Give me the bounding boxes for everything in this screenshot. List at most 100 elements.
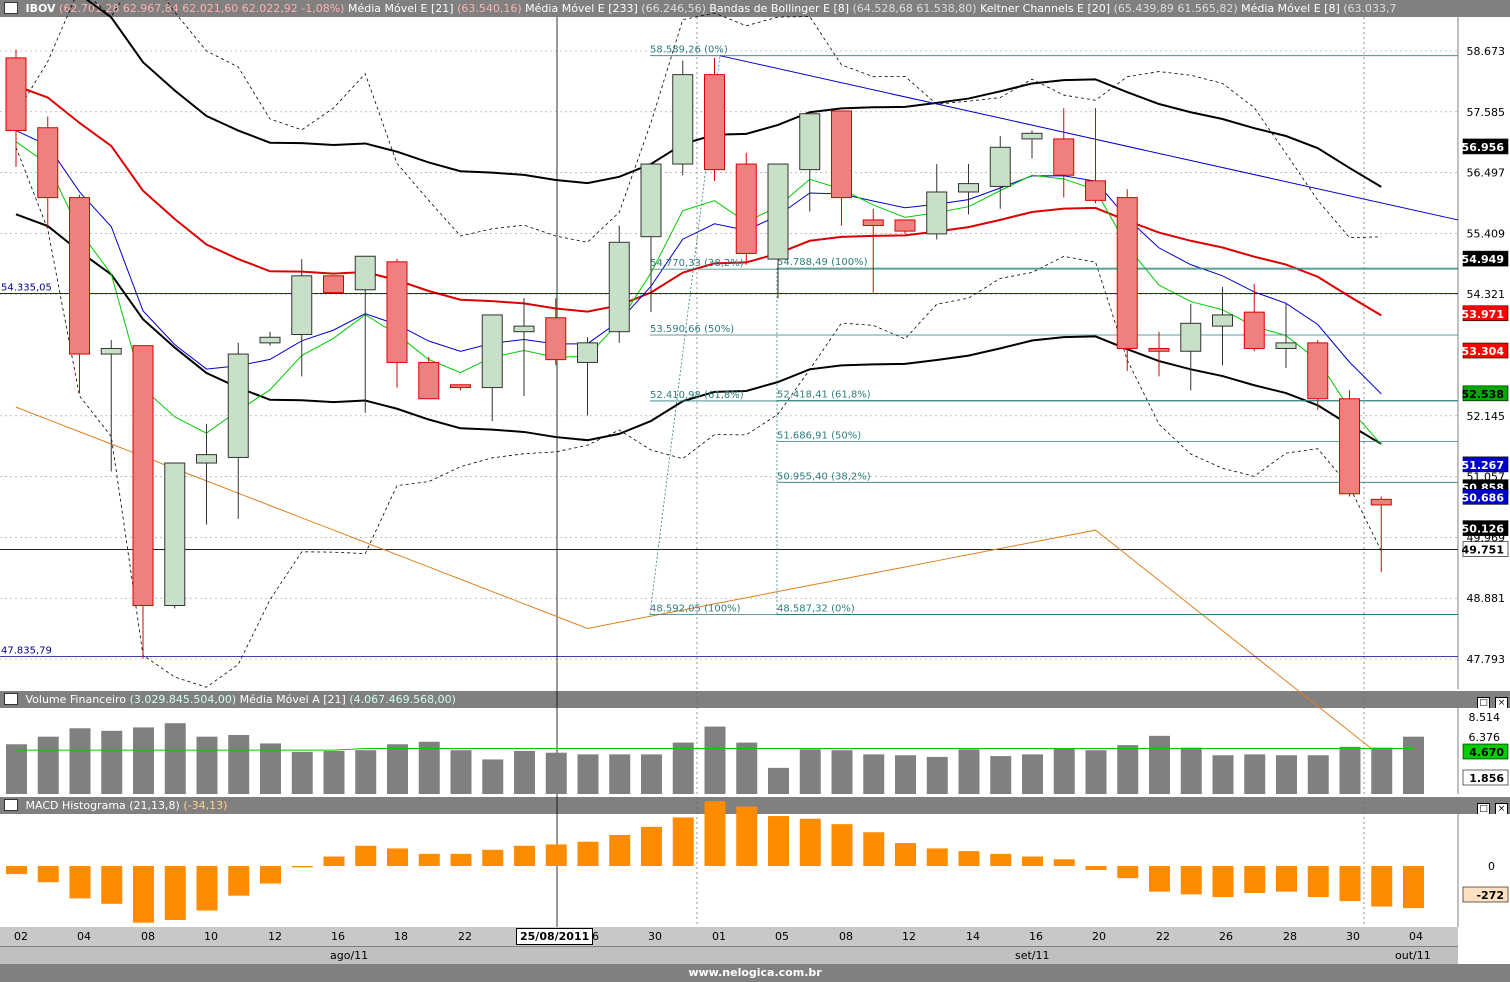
keltner-upper-line — [85, 0, 1382, 188]
price-badge-box — [1462, 520, 1509, 536]
volume-bar — [1276, 755, 1297, 794]
candle-body — [323, 275, 344, 294]
horizontal-level-label: 54.335,05 — [1, 282, 52, 293]
price-badge: 49.751 — [1462, 544, 1504, 557]
candle-body — [1116, 197, 1138, 349]
candle-body — [386, 261, 408, 363]
panel-icon — [4, 799, 18, 811]
volume-bar — [609, 754, 631, 794]
close-icon[interactable]: × — [1495, 697, 1508, 708]
macd-bar — [958, 851, 980, 866]
macd-bar — [355, 845, 377, 866]
price-badge-box — [1462, 489, 1509, 505]
macd-bar — [1117, 866, 1139, 879]
macd-bar — [101, 866, 123, 904]
cursor-date-label: 25/08/2011 — [516, 928, 594, 945]
fib-label: 48.587,32 (0%) — [777, 604, 855, 615]
price-axis-label: 54.321 — [1467, 288, 1506, 301]
x-axis-label: 10 — [204, 930, 218, 943]
candle-body — [69, 197, 90, 355]
x-axis-label: 22 — [1156, 930, 1170, 943]
volume-bar — [355, 750, 377, 794]
volume-badge: 4.670 — [1469, 746, 1504, 759]
macd-bar — [260, 866, 281, 884]
x-axis-label: 20 — [1092, 930, 1106, 943]
panel-icon — [4, 693, 18, 705]
price-axis-label: 56.497 — [1467, 167, 1506, 180]
volume-name: Volume Financeiro — [25, 693, 127, 706]
volume-bar — [704, 726, 726, 794]
volume-bar — [260, 743, 281, 794]
fib-label: 52.410,98 (61,8%) — [650, 390, 744, 401]
price-badge-box — [1462, 138, 1509, 155]
chart-canvas[interactable]: 54.335,05 47.835,79 58.589,26 (0%) 54.770,3… — [0, 0, 1510, 927]
ind1-val: (63.540,16) — [457, 2, 522, 15]
macd-bar — [609, 834, 631, 866]
candle-body — [100, 347, 122, 355]
volume-bar — [1022, 754, 1043, 794]
candle-body — [767, 163, 789, 260]
candle-body — [1339, 398, 1360, 495]
volume-bar — [196, 736, 218, 794]
price-axis-label: 52.145 — [1467, 410, 1506, 423]
volume-bar — [164, 723, 186, 794]
price-badge: 56.956 — [1462, 141, 1505, 154]
maximize-icon[interactable]: □ — [1477, 697, 1490, 708]
macd-bar — [704, 801, 726, 866]
price-badge-box — [1462, 250, 1509, 267]
price-axis-label: 55.409 — [1467, 227, 1506, 240]
macd-bar — [69, 866, 91, 899]
macd-bar — [1403, 866, 1424, 909]
candle-body — [958, 183, 979, 193]
volume-bar — [545, 752, 567, 794]
macd-bar — [990, 853, 1012, 866]
macd-bar — [1307, 866, 1329, 898]
candle-body — [704, 74, 725, 171]
x-axis-label: 04 — [1409, 930, 1423, 943]
fib-label: 51.686,91 (50%) — [777, 430, 861, 441]
symbol-label: IBOV — [25, 2, 56, 15]
fib-label: 50.955,40 (38,2%) — [777, 471, 871, 482]
candle-body — [481, 314, 503, 389]
volume-bar — [768, 767, 789, 794]
volume-panel-title: Volume Financeiro (3.029.845.504,00) Méd… — [0, 691, 1510, 708]
close-icon[interactable]: × — [1495, 803, 1508, 814]
macd-bar — [291, 866, 313, 868]
macd-bar — [863, 832, 885, 866]
volume-bar — [1117, 745, 1139, 794]
macd-bar — [6, 866, 27, 875]
volume-bar — [514, 751, 535, 794]
candle-body — [291, 275, 313, 335]
macd-bar — [831, 824, 853, 866]
volume-ma-line — [16, 747, 1413, 751]
macd-bar — [228, 866, 250, 896]
ind5-val: (63.033,7 — [1343, 2, 1397, 15]
macd-bar — [323, 856, 345, 866]
candle-body — [831, 110, 852, 199]
macd-bar — [577, 841, 599, 866]
price-badge: 50.686 — [1462, 491, 1505, 504]
candle-body — [196, 454, 217, 464]
candle-body — [608, 241, 630, 333]
macd-badge: -272 — [1476, 889, 1504, 902]
maximize-icon[interactable]: □ — [1477, 803, 1490, 814]
macd-bars — [6, 801, 1424, 923]
volume-bar — [133, 727, 154, 794]
ind4-val: (65.439,89 61.565,82) — [1113, 2, 1238, 15]
ind1-name: Média Móvel E [21] — [347, 2, 454, 15]
x-axis-label: 08 — [839, 930, 853, 943]
x-axis-label: 12 — [268, 930, 282, 943]
fib-label: 53.590,66 (50%) — [650, 324, 734, 335]
macd-bar — [482, 849, 504, 866]
candle-body — [450, 384, 471, 389]
volume-plot-area — [0, 708, 1458, 794]
volume-bar — [37, 736, 59, 794]
price-badges: 56.95654.94953.97153.30452.53851.26750.8… — [1462, 138, 1509, 903]
price-badge-box — [1462, 541, 1509, 557]
fib-label: 48.592,05 (100%) — [650, 603, 741, 614]
volume-ma-val: (4.067.469.568,00) — [349, 693, 456, 706]
macd-bar — [387, 848, 408, 866]
x-axis-label: 28 — [1283, 930, 1297, 943]
candle-body — [640, 163, 662, 238]
macd-bar — [133, 866, 154, 923]
